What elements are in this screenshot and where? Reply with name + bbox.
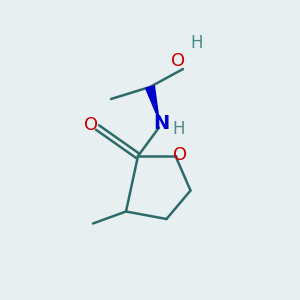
Text: O: O — [171, 52, 186, 70]
Text: H: H — [190, 34, 203, 52]
Text: O: O — [173, 146, 187, 164]
Text: O: O — [84, 116, 99, 134]
Polygon shape — [146, 86, 159, 120]
Text: H: H — [172, 120, 185, 138]
Text: N: N — [153, 114, 170, 134]
